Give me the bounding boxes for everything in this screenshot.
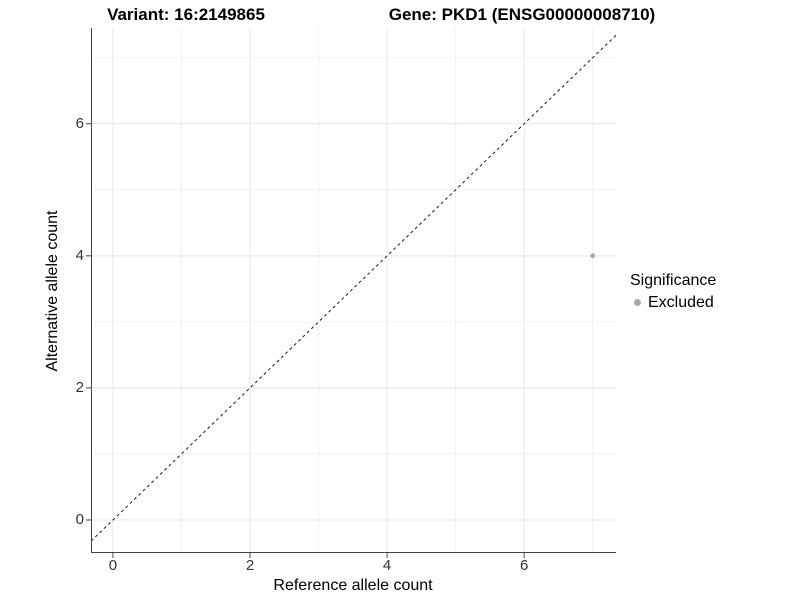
y-axis-tick-label: 6: [75, 114, 84, 132]
x-axis-tick-label: 2: [245, 557, 255, 574]
x-axis-tick-label: 6: [519, 557, 529, 574]
data-point: [590, 253, 596, 259]
legend-item-label: Excluded: [648, 294, 714, 311]
x-axis-title: Reference allele count: [273, 577, 433, 594]
legend-title: Significance: [630, 272, 717, 289]
identity-line: [90, 34, 617, 542]
variant-title: Variant: 16:2149865: [107, 5, 265, 24]
x-axis-tick-label: 4: [382, 557, 392, 574]
x-axis-tick-label: 0: [108, 557, 118, 574]
legend-item-excluded: Excluded: [630, 293, 716, 312]
y-axis-tick-label: 2: [75, 378, 84, 396]
legend: Significance Excluded: [630, 271, 716, 312]
y-axis-tick-label: 4: [75, 246, 84, 264]
plot-panel: [86, 28, 617, 558]
gene-title: Gene: PKD1 (ENSG00000008710): [388, 5, 656, 24]
y-axis-tick-label: 0: [75, 510, 84, 528]
plot-canvas: [86, 28, 617, 558]
legend-point-icon: [634, 299, 641, 306]
